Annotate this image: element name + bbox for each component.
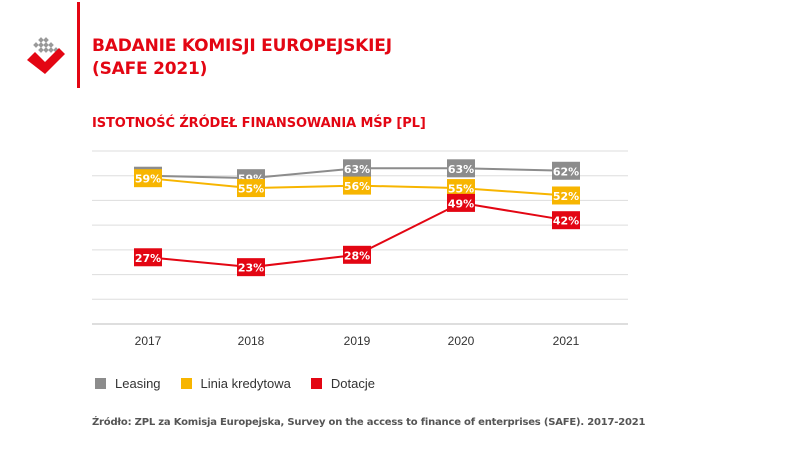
data-label: 63% — [448, 163, 474, 176]
source-note: Źródło: ZPL za Komisja Europejska, Surve… — [92, 417, 646, 428]
data-point — [552, 161, 580, 180]
zpl-logo-icon — [27, 37, 65, 74]
legend-swatch — [310, 378, 322, 389]
data-label: 55% — [238, 183, 264, 196]
x-tick-label: 2017 — [135, 334, 162, 348]
legend-item: Leasing — [95, 376, 161, 391]
data-label: 56% — [344, 180, 370, 193]
chart-title: ISTOTNOŚĆ ŹRÓDEŁ FINANSOWANIA MŚP [PL] — [92, 116, 426, 131]
data-point — [447, 193, 475, 212]
legend-swatch — [180, 378, 192, 389]
data-label: 28% — [344, 249, 370, 262]
data-label: 55% — [448, 183, 474, 196]
data-label: 52% — [553, 190, 579, 203]
legend-item: Dotacje — [310, 376, 375, 391]
data-label: 63% — [344, 163, 370, 176]
data-label: 42% — [553, 215, 579, 228]
data-label: 27% — [135, 252, 161, 265]
data-point — [343, 176, 371, 195]
x-tick-label: 2021 — [553, 334, 580, 348]
title-line-2: (SAFE 2021) — [92, 59, 208, 79]
data-point — [134, 248, 162, 267]
accent-divider — [77, 2, 80, 88]
legend-label: Dotacje — [330, 376, 375, 391]
x-tick-label: 2019 — [344, 334, 371, 348]
data-label: 62% — [553, 165, 579, 178]
chart-data-labels: 60%59%63%63%62%59%55%56%55%52%27%23%28%4… — [134, 159, 580, 277]
legend-item: Linia kredytowa — [180, 376, 291, 391]
data-label: 23% — [238, 262, 264, 275]
data-point — [237, 179, 265, 198]
data-point — [134, 169, 162, 188]
x-tick-label: 2018 — [238, 334, 265, 348]
data-label: 59% — [135, 173, 161, 186]
legend-label: Leasing — [115, 376, 161, 391]
data-point — [343, 245, 371, 264]
title-line-1: BADANIE KOMISJI EUROPEJSKIEJ — [92, 36, 392, 56]
data-point — [552, 211, 580, 230]
legend-label: Linia kredytowa — [200, 376, 291, 391]
data-label: 49% — [448, 197, 474, 210]
chart-x-ticks: 2017 2018 2019 2020 2021 — [135, 334, 580, 348]
data-point — [552, 186, 580, 205]
chart-legend: Leasing Linia kredytowa Dotacje — [95, 376, 395, 391]
data-point — [343, 159, 371, 178]
data-point — [237, 258, 265, 277]
page-title: BADANIE KOMISJI EUROPEJSKIEJ (SAFE 2021) — [92, 35, 492, 81]
data-point — [447, 179, 475, 198]
x-tick-label: 2020 — [448, 334, 475, 348]
legend-swatch — [95, 378, 106, 389]
data-point — [447, 159, 475, 178]
